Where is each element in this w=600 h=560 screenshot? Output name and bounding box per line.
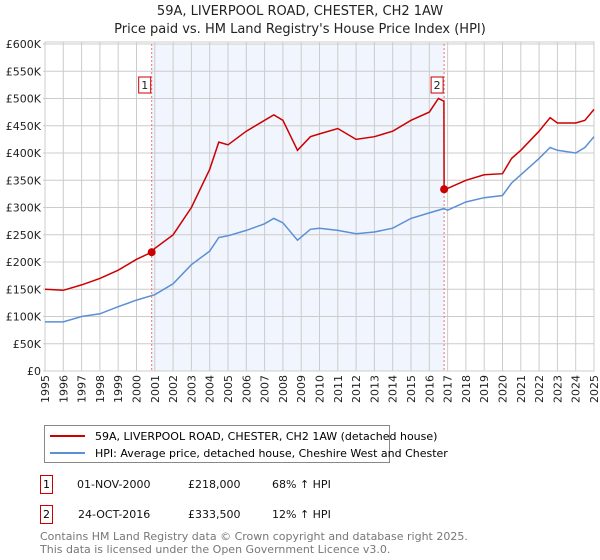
y-tick-label: £450K (6, 120, 42, 133)
chart-title: 59A, LIVERPOOL ROAD, CHESTER, CH2 1AW (156, 4, 444, 19)
x-tick-label: 2012 (350, 375, 363, 403)
x-tick-label: 1997 (76, 375, 89, 403)
y-tick-label: £100K (6, 311, 42, 324)
transaction-date: 01-NOV-2000 (77, 478, 151, 491)
y-tick-label: £50K (13, 338, 42, 351)
legend-swatch-red (50, 435, 85, 437)
y-tick-label: £0 (27, 365, 41, 378)
chart-subtitle: Price paid vs. HM Land Registry's House … (114, 22, 486, 37)
y-tick-label: £350K (6, 174, 42, 187)
annotation-label: 2 (434, 79, 441, 92)
price-chart: 1995 1996 1997 1998 1999 2000 2001 2002 2003 2004… (6, 38, 600, 403)
plot-border (44, 41, 595, 372)
legend-item-property: 59A, LIVERPOOL ROAD, CHESTER, CH2 1AW (d… (45, 428, 437, 444)
x-tick-label: 2008 (277, 375, 290, 403)
x-tick-label: 2011 (332, 375, 345, 403)
y-tick-label: £550K (6, 65, 42, 78)
x-tick-label: 2007 (259, 375, 272, 403)
x-tick-label: 2001 (149, 375, 162, 403)
x-tick-label: 2014 (387, 375, 400, 403)
annotation-box (430, 76, 444, 94)
x-tick-label: 2017 (442, 375, 455, 403)
x-tick-label: 2020 (497, 375, 510, 403)
x-tick-label: 2016 (423, 375, 436, 403)
x-tick-label: 2003 (185, 375, 198, 403)
x-tick-label: 2000 (131, 375, 144, 403)
y-tick-label: £300K (6, 202, 42, 215)
x-tick-label: 2023 (551, 375, 564, 403)
x-tick-label: 2009 (295, 375, 308, 403)
x-tick-label: 2010 (314, 375, 327, 403)
x-tick-label: 2002 (167, 375, 180, 403)
x-tick-label: 2021 (515, 375, 528, 403)
y-tick-label: £400K (6, 147, 42, 160)
x-tick-label: 2004 (204, 375, 217, 403)
x-tick-label: 2006 (240, 375, 253, 403)
x-tick-label: 2015 (405, 375, 418, 403)
legend-swatch-blue (50, 452, 85, 454)
y-tick-label: £600K (6, 38, 42, 51)
x-tick-label: 2005 (222, 375, 235, 403)
x-tick-label: 1996 (57, 375, 70, 403)
transaction-marker: 2 (40, 505, 53, 524)
x-tick-label: 1999 (112, 375, 125, 403)
transaction-price: £218,000 (188, 478, 241, 491)
annotation-label: 1 (141, 79, 148, 92)
x-tick-label: 1998 (94, 375, 107, 403)
transaction-price: £333,500 (188, 508, 241, 521)
footer-copyright: Contains HM Land Registry data © Crown c… (40, 530, 468, 543)
y-tick-label: £250K (6, 229, 42, 242)
legend-label: HPI: Average price, detached house, Ches… (95, 446, 448, 460)
y-tick-label: £500K (6, 93, 42, 106)
y-tick-label: £200K (6, 256, 42, 269)
x-tick-label: 2013 (368, 375, 381, 403)
x-tick-label: 1995 (39, 375, 52, 403)
hpi-line (45, 136, 595, 323)
transaction-hpi: 12% ↑ HPI (272, 508, 331, 521)
sale-point (440, 185, 449, 194)
x-tick-label: 2025 (588, 375, 600, 403)
x-tick-label: 2022 (533, 375, 546, 403)
x-tick-label: 2019 (478, 375, 491, 403)
annotation-box (138, 76, 152, 94)
transaction-marker: 1 (40, 475, 53, 494)
x-tick-label: 2024 (570, 375, 583, 403)
legend-item-hpi: HPI: Average price, detached house, Ches… (45, 445, 448, 461)
y-tick-label: £150K (6, 283, 42, 296)
legend: 59A, LIVERPOOL ROAD, CHESTER, CH2 1AW (d… (44, 425, 448, 463)
sale-point (147, 248, 156, 257)
transaction-date: 24-OCT-2016 (78, 508, 151, 521)
legend-label: 59A, LIVERPOOL ROAD, CHESTER, CH2 1AW (d… (95, 429, 438, 443)
transaction-hpi: 68% ↑ HPI (272, 478, 331, 491)
footer-licence: This data is licensed under the Open Gov… (40, 543, 391, 556)
x-tick-label: 2018 (460, 375, 473, 403)
